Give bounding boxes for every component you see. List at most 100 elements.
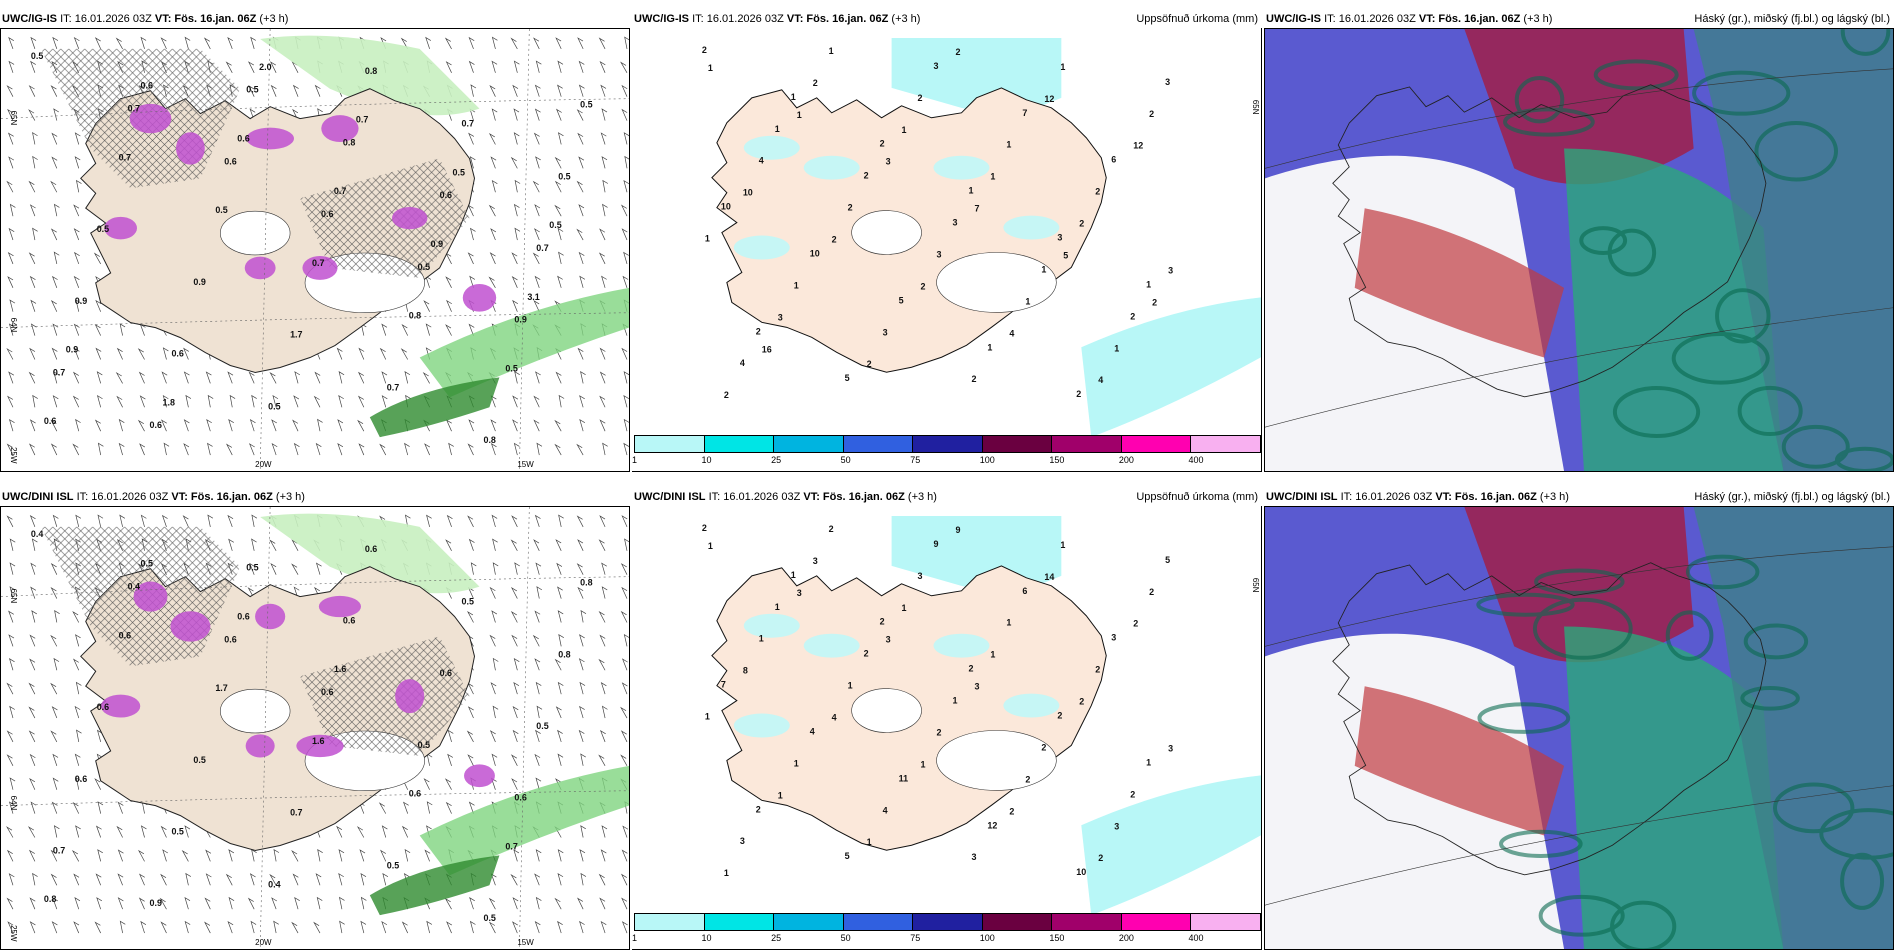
- colorbar-swatch: [703, 913, 775, 931]
- accum-value-label: 1: [921, 759, 926, 769]
- accum-value-label: 5: [845, 851, 850, 861]
- precip-value-label: 0.6: [343, 615, 355, 625]
- accum-value-label: 2: [1079, 697, 1084, 707]
- precip-value-label: 0.6: [409, 789, 421, 799]
- colorbar-tick-label: 75: [910, 455, 921, 465]
- precip-value-label: 1.6: [334, 664, 346, 674]
- accum-value-label: 2: [1149, 587, 1154, 597]
- accum-value-label: 2: [702, 523, 707, 533]
- panel-cloud-dini: UWC/DINI ISL IT: 16.01.2026 03Z VT: Fös.…: [1264, 488, 1894, 950]
- accum-value-label: 2: [864, 171, 869, 181]
- precip-value-label: 0.5: [246, 85, 258, 95]
- accum-value-label: 3: [797, 588, 802, 598]
- accum-value-label: 1: [987, 342, 992, 352]
- precip-value-label: 0.6: [44, 416, 56, 426]
- accum-value-label: 1: [724, 868, 729, 878]
- precip-value-label: 0.5: [171, 827, 183, 837]
- colorbar-swatch: [1051, 913, 1122, 931]
- lat-label: 25W: [9, 447, 18, 464]
- precip-value-label: 0.4: [268, 879, 280, 889]
- accum-value-label: 6: [1111, 155, 1116, 165]
- accum-value-label: 2: [756, 804, 761, 814]
- precip-value-label: 0.8: [483, 435, 495, 445]
- accum-value-label: 4: [883, 805, 888, 815]
- accum-value-label: 3: [886, 635, 891, 645]
- accum-value-label: 1: [952, 696, 957, 706]
- accum-value-label: 2: [1095, 187, 1100, 197]
- accum-value-label: 2: [1025, 774, 1030, 784]
- precip-value-label: 0.9: [150, 898, 162, 908]
- accum-value-label: 6: [1022, 586, 1027, 596]
- precip-value-label: 0.6: [224, 634, 236, 644]
- accum-value-label: 3: [1111, 633, 1116, 643]
- map-wind-precip[interactable]: 20W 15W 65N 64N 25W 0.5 0.7 0.6 0.6 0.5 0.9 0.7 0.6 0…: [0, 28, 630, 472]
- accum-value-label: 1: [708, 63, 713, 73]
- precip-value-label: 0.7: [128, 104, 140, 114]
- accum-value-label: 1: [990, 172, 995, 182]
- lat-label: 65N: [9, 589, 18, 604]
- accum-value-label: 3: [974, 682, 979, 692]
- precip-value-label: 0.4: [128, 582, 140, 592]
- accum-value-label: 2: [1057, 711, 1062, 721]
- precip-value-label: 0.7: [334, 186, 346, 196]
- panel-header: UWC/IG-IS IT: 16.01.2026 03Z VT: Fös. 16…: [634, 13, 1258, 25]
- precip-value-label: 0.6: [97, 702, 109, 712]
- accum-value-label: 2: [1095, 665, 1100, 675]
- accum-value-label: 1: [1146, 757, 1151, 767]
- accum-value-label: 1: [1041, 264, 1046, 274]
- precip-value-label: 0.8: [558, 649, 570, 659]
- accum-value-label: 12: [987, 820, 997, 830]
- lat-label: 65N: [1251, 100, 1260, 115]
- colorbar-swatch: [842, 435, 914, 453]
- colorbar-swatch: [912, 913, 983, 931]
- precip-value-label: 0.5: [549, 220, 561, 230]
- precip-value-label: 0.5: [31, 51, 43, 61]
- precip-value-label: 0.6: [237, 133, 249, 143]
- precip-value-label: 0.9: [75, 296, 87, 306]
- precip-value-label: 0.7: [356, 115, 368, 125]
- precip-value-label: 0.5: [97, 224, 109, 234]
- colorbar-swatch: [981, 435, 1053, 453]
- accum-value-label: 7: [1022, 108, 1027, 118]
- accum-value-label: 3: [937, 249, 942, 259]
- precip-value-label: 0.9: [66, 345, 78, 355]
- colorbar-tick-label: 25: [771, 933, 782, 943]
- accum-value-label: 2: [864, 649, 869, 659]
- colorbar-tick-label: 100: [979, 933, 995, 943]
- accum-value-label: 10: [721, 202, 731, 212]
- accum-value-label: 5: [899, 295, 904, 305]
- accum-value-label: 1: [829, 46, 834, 56]
- panel-accum-igis: UWC/IG-IS IT: 16.01.2026 03Z VT: Fös. 16…: [632, 10, 1262, 472]
- colorbar-tick-label: 200: [1118, 455, 1134, 465]
- accum-value-label: 9: [934, 539, 939, 549]
- map-wind-precip[interactable]: 20W 15W 65N 64N 25W 0.4 0.4 0.6 0.6 0.5 0.6 0.7 0.9 0…: [0, 506, 630, 950]
- panel-wind-igis: UWC/IG-IS IT: 16.01.2026 03Z VT: Fös. 16…: [0, 10, 630, 472]
- colorbar-swatch: [1120, 435, 1192, 453]
- precip-value-label: 0.6: [171, 349, 183, 359]
- accum-value-label: 2: [702, 45, 707, 55]
- accum-value-label: 2: [1149, 109, 1154, 119]
- precip-value-label: 0.5: [246, 563, 258, 573]
- accum-value-label: 9: [955, 525, 960, 535]
- accum-value-label: 2: [1133, 619, 1138, 629]
- precip-value-label: 0.5: [418, 262, 430, 272]
- panel-cloud-igis: UWC/IG-IS IT: 16.01.2026 03Z VT: Fös. 16…: [1264, 10, 1894, 472]
- precip-value-label: 0.7: [536, 243, 548, 253]
- accum-value-label: 8: [743, 666, 748, 676]
- map-cloud-cover[interactable]: [1264, 28, 1894, 472]
- colorbar-tick-label: 150: [1049, 933, 1065, 943]
- colorbar-swatch: [773, 913, 844, 931]
- accum-value-label: 5: [1063, 250, 1068, 260]
- precip-value-label: 0.5: [580, 100, 592, 110]
- map-accumulated-precip[interactable]: 65N 2 1 2 1 3 1 2 5 3 7 6 10 10 5 1 2 3 1 2 3 1 2 4 1 2 1 2 1 1 3 2 1 2 4 2…: [632, 28, 1262, 472]
- precip-value-label: 0.5: [141, 559, 153, 569]
- map-cloud-cover[interactable]: [1264, 506, 1894, 950]
- precip-value-label: 0.5: [387, 860, 399, 870]
- accum-value-label: 2: [1098, 853, 1103, 863]
- colorbar: 1 10 25 50 75 100 150 200 400: [632, 913, 1261, 943]
- precip-value-label: 0.5: [453, 167, 465, 177]
- panel-accum-dini: UWC/DINI ISL IT: 16.01.2026 03Z VT: Fös.…: [632, 488, 1262, 950]
- map-accumulated-precip[interactable]: 65N 2 1 2 2 2 1 2 5 9 6 3 7 4 11 12 10 5 1 2 1 2 2 3 2 3 1 2 1 1 4 3 1 2 1…: [632, 506, 1262, 950]
- colorbar-tick-label: 150: [1049, 455, 1065, 465]
- accum-value-label: 3: [918, 571, 923, 581]
